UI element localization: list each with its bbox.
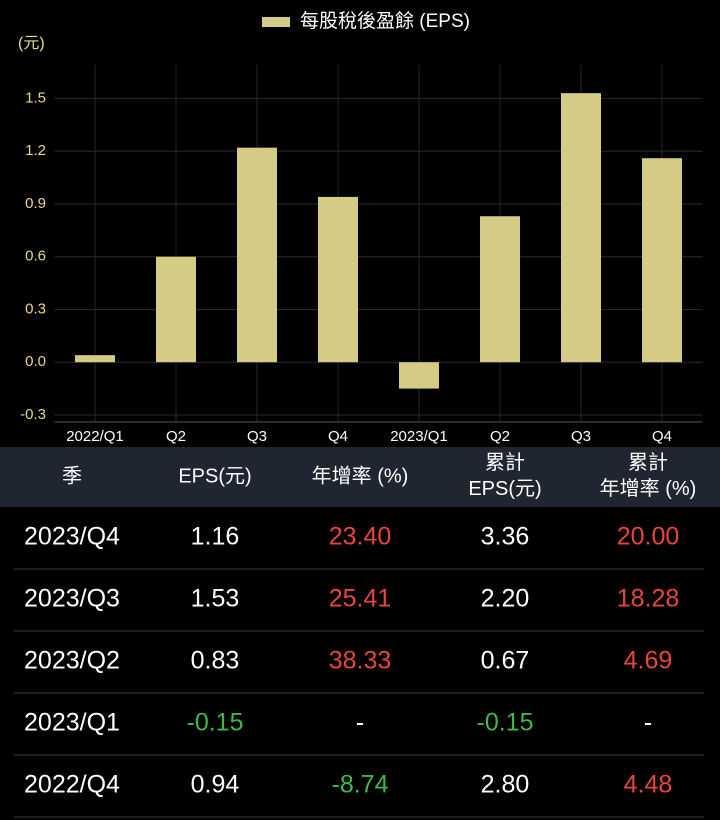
y-tick-label: -0.3 [20,406,46,423]
y-tick-label: 0.6 [25,248,46,265]
legend-label: 每股稅後盈餘 (EPS) [300,10,470,32]
table-header-cell: 年增率 (%) [312,464,409,487]
table-cell: - [644,709,652,737]
table-cell: 0.83 [191,647,240,675]
x-tick-label: Q2 [490,428,510,445]
table-cell: 4.69 [624,647,673,675]
bar [561,93,601,363]
table-cell: 20.00 [617,523,680,551]
bar [642,158,682,363]
bar [75,355,115,363]
row-label: 2023/Q3 [24,585,120,613]
y-axis-label: (元) [18,35,45,52]
y-tick-label: 0.3 [25,300,46,317]
x-tick-label: 2023/Q1 [390,428,448,445]
x-tick-label: Q4 [328,428,348,445]
table-cell: 1.16 [191,523,240,551]
legend-swatch [262,17,290,27]
table-header-cell: EPS(元) [178,465,251,487]
table-cell: 4.48 [624,771,673,799]
table-header-bg [0,447,720,507]
table-header-cell: 季 [62,464,82,487]
y-tick-label: 0.9 [25,195,46,212]
table-cell: 25.41 [329,585,392,613]
x-tick-label: Q4 [652,428,672,445]
table-cell: 18.28 [617,585,680,613]
x-tick-label: Q2 [166,428,186,445]
table-cell: -0.15 [187,709,244,737]
row-label: 2022/Q4 [24,771,120,799]
table-cell: -0.15 [477,709,534,737]
table-cell: -8.74 [332,771,389,799]
table-header-cell: 累計 EPS(元) [468,451,541,500]
table-cell: 23.40 [329,523,392,551]
table-cell: 3.36 [481,523,530,551]
bar [156,256,196,363]
row-label: 2023/Q4 [24,523,120,551]
x-tick-label: Q3 [247,428,267,445]
table-cell: 0.94 [191,771,240,799]
table-header-cell: 累計年增率 (%) [600,451,697,500]
bar [399,362,439,389]
table-cell: 2.80 [481,771,530,799]
table-cell: 1.53 [191,585,240,613]
bar [318,196,358,363]
table-cell: 0.67 [481,647,530,675]
row-label: 2023/Q1 [24,709,120,737]
bar [237,147,277,363]
y-tick-label: 0.0 [25,353,46,370]
row-label: 2023/Q2 [24,647,120,675]
x-tick-label: 2022/Q1 [66,428,124,445]
x-tick-label: Q3 [571,428,591,445]
y-tick-label: 1.2 [25,142,46,159]
table-cell: - [356,709,364,737]
table-cell: 38.33 [329,647,392,675]
y-tick-label: 1.5 [25,89,46,106]
bar [480,216,520,363]
table-cell: 2.20 [481,585,530,613]
